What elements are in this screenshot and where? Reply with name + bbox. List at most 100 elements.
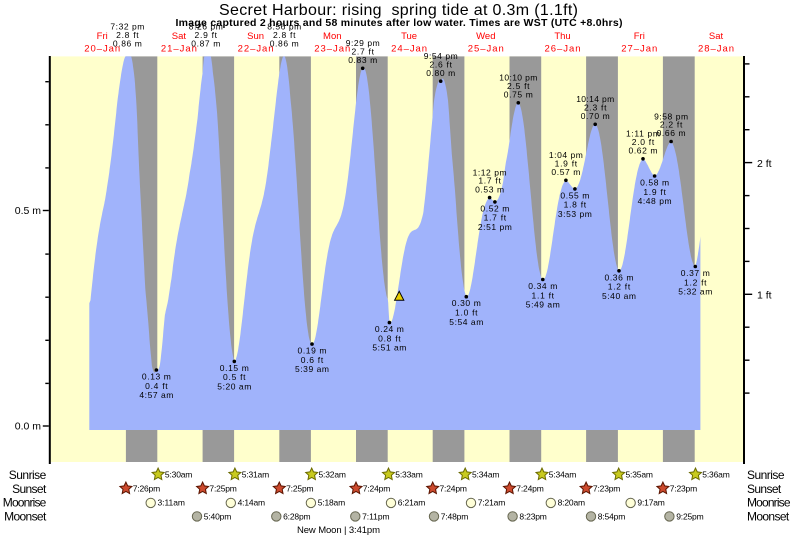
svg-text:7:24pm: 7:24pm bbox=[363, 484, 391, 494]
svg-text:9:54 pm: 9:54 pm bbox=[424, 51, 458, 61]
svg-text:0.58 m: 0.58 m bbox=[640, 178, 669, 188]
svg-text:0.34 m: 0.34 m bbox=[528, 281, 557, 291]
svg-text:1:04 pm: 1:04 pm bbox=[549, 150, 583, 160]
svg-text:9:25pm: 9:25pm bbox=[676, 512, 704, 522]
svg-text:Sat: Sat bbox=[172, 31, 187, 42]
svg-text:2.5 ft: 2.5 ft bbox=[507, 81, 530, 91]
svg-text:1:11 pm: 1:11 pm bbox=[626, 129, 660, 139]
svg-text:Fri: Fri bbox=[634, 31, 645, 42]
svg-text:5:34am: 5:34am bbox=[472, 470, 500, 480]
svg-text:5:39 am: 5:39 am bbox=[295, 364, 329, 374]
svg-text:6:21am: 6:21am bbox=[398, 498, 426, 508]
svg-text:28–Jan: 28–Jan bbox=[698, 44, 734, 55]
svg-text:0.75 m: 0.75 m bbox=[504, 90, 533, 100]
svg-text:3:53 pm: 3:53 pm bbox=[558, 209, 592, 219]
svg-text:Moonset: Moonset bbox=[4, 509, 47, 523]
svg-text:25–Jan: 25–Jan bbox=[468, 44, 504, 55]
svg-text:5:18am: 5:18am bbox=[318, 498, 346, 508]
svg-text:New Moon | 3:41pm: New Moon | 3:41pm bbox=[297, 525, 380, 536]
svg-text:3:11am: 3:11am bbox=[158, 498, 186, 508]
svg-text:7:26pm: 7:26pm bbox=[133, 484, 161, 494]
svg-text:0.86 m: 0.86 m bbox=[270, 39, 299, 49]
svg-text:0.66 m: 0.66 m bbox=[657, 128, 686, 138]
svg-text:Sunset: Sunset bbox=[12, 482, 47, 496]
svg-text:0.55 m: 0.55 m bbox=[560, 190, 589, 200]
svg-text:0.0 m: 0.0 m bbox=[15, 421, 42, 433]
svg-text:1 ft: 1 ft bbox=[757, 289, 772, 301]
svg-text:2.6 ft: 2.6 ft bbox=[429, 59, 452, 69]
svg-text:2.3 ft: 2.3 ft bbox=[584, 102, 607, 112]
svg-text:7:23pm: 7:23pm bbox=[670, 484, 698, 494]
svg-text:21–Jan: 21–Jan bbox=[161, 44, 197, 55]
svg-text:5:32am: 5:32am bbox=[319, 470, 347, 480]
svg-text:2.2 ft: 2.2 ft bbox=[660, 120, 683, 130]
svg-text:2.0 ft: 2.0 ft bbox=[632, 137, 655, 147]
svg-text:0.86 m: 0.86 m bbox=[113, 39, 142, 49]
svg-text:9:58 pm: 9:58 pm bbox=[654, 111, 688, 121]
svg-text:2.7 ft: 2.7 ft bbox=[351, 46, 374, 56]
svg-text:Wed: Wed bbox=[476, 31, 495, 42]
svg-text:Sun: Sun bbox=[247, 31, 264, 42]
svg-text:Thu: Thu bbox=[554, 31, 570, 42]
svg-text:22–Jan: 22–Jan bbox=[238, 44, 274, 55]
svg-text:10:14 pm: 10:14 pm bbox=[576, 94, 614, 104]
svg-text:27–Jan: 27–Jan bbox=[621, 44, 657, 55]
svg-text:0.5 ft: 0.5 ft bbox=[223, 372, 246, 382]
svg-text:5:35am: 5:35am bbox=[626, 470, 654, 480]
svg-text:5:31am: 5:31am bbox=[242, 470, 270, 480]
svg-text:Moonset: Moonset bbox=[747, 509, 790, 523]
svg-text:Image captured 2 hours and 58: Image captured 2 hours and 58 minutes af… bbox=[176, 17, 623, 29]
svg-text:4:14am: 4:14am bbox=[238, 498, 266, 508]
svg-text:7:24pm: 7:24pm bbox=[516, 484, 544, 494]
svg-text:0.15 m: 0.15 m bbox=[220, 363, 249, 373]
svg-text:Moonrise: Moonrise bbox=[747, 496, 791, 510]
svg-text:1.0 ft: 1.0 ft bbox=[455, 308, 478, 318]
svg-text:8:56 pm: 8:56 pm bbox=[267, 22, 301, 32]
svg-text:8:23pm: 8:23pm bbox=[519, 512, 547, 522]
svg-text:0.80 m: 0.80 m bbox=[426, 68, 455, 78]
svg-text:8:20am: 8:20am bbox=[558, 498, 586, 508]
svg-text:1.1 ft: 1.1 ft bbox=[532, 290, 555, 300]
svg-text:9:17am: 9:17am bbox=[637, 498, 665, 508]
svg-text:6:28pm: 6:28pm bbox=[283, 512, 311, 522]
svg-text:Secret Harbour: rising spring: Secret Harbour: rising spring tide at 0.… bbox=[219, 2, 578, 19]
svg-text:Moonrise: Moonrise bbox=[3, 496, 47, 510]
svg-text:7:23pm: 7:23pm bbox=[593, 484, 621, 494]
svg-text:0.62 m: 0.62 m bbox=[629, 146, 658, 156]
svg-text:0.83 m: 0.83 m bbox=[348, 55, 377, 65]
svg-text:10:10 pm: 10:10 pm bbox=[499, 73, 537, 83]
svg-text:5:32 am: 5:32 am bbox=[678, 287, 712, 297]
svg-text:0.36 m: 0.36 m bbox=[605, 272, 634, 282]
svg-text:1.2 ft: 1.2 ft bbox=[608, 282, 631, 292]
svg-text:Fri: Fri bbox=[97, 31, 108, 42]
svg-text:2.9 ft: 2.9 ft bbox=[195, 30, 218, 40]
svg-text:5:54 am: 5:54 am bbox=[449, 317, 483, 327]
svg-text:1.7 ft: 1.7 ft bbox=[478, 176, 501, 186]
svg-text:0.57 m: 0.57 m bbox=[551, 167, 580, 177]
svg-text:Sunrise: Sunrise bbox=[747, 468, 785, 482]
svg-text:2.8 ft: 2.8 ft bbox=[273, 30, 296, 40]
svg-text:7:32 pm: 7:32 pm bbox=[110, 22, 144, 32]
svg-text:8:26 pm: 8:26 pm bbox=[189, 22, 223, 32]
svg-text:5:40pm: 5:40pm bbox=[204, 512, 232, 522]
svg-text:1.7 ft: 1.7 ft bbox=[484, 213, 507, 223]
svg-text:20–Jan: 20–Jan bbox=[84, 44, 120, 55]
svg-text:1.9 ft: 1.9 ft bbox=[555, 158, 578, 168]
svg-text:0.70 m: 0.70 m bbox=[581, 111, 610, 121]
svg-text:0.5 m: 0.5 m bbox=[15, 205, 42, 217]
svg-text:0.13 m: 0.13 m bbox=[142, 372, 171, 382]
svg-text:24–Jan: 24–Jan bbox=[391, 44, 427, 55]
svg-text:4:48 pm: 4:48 pm bbox=[638, 196, 672, 206]
svg-text:5:40 am: 5:40 am bbox=[602, 291, 636, 301]
svg-text:9:29 pm: 9:29 pm bbox=[346, 38, 380, 48]
svg-text:Sunset: Sunset bbox=[747, 482, 782, 496]
svg-text:0.19 m: 0.19 m bbox=[298, 346, 327, 356]
svg-text:1.2 ft: 1.2 ft bbox=[684, 277, 707, 287]
svg-text:5:30am: 5:30am bbox=[165, 470, 193, 480]
svg-text:2 ft: 2 ft bbox=[757, 158, 772, 170]
svg-text:5:33am: 5:33am bbox=[395, 470, 423, 480]
svg-text:5:36am: 5:36am bbox=[702, 470, 730, 480]
svg-text:7:25pm: 7:25pm bbox=[209, 484, 237, 494]
svg-text:0.24 m: 0.24 m bbox=[375, 324, 404, 334]
svg-text:7:11pm: 7:11pm bbox=[362, 512, 390, 522]
